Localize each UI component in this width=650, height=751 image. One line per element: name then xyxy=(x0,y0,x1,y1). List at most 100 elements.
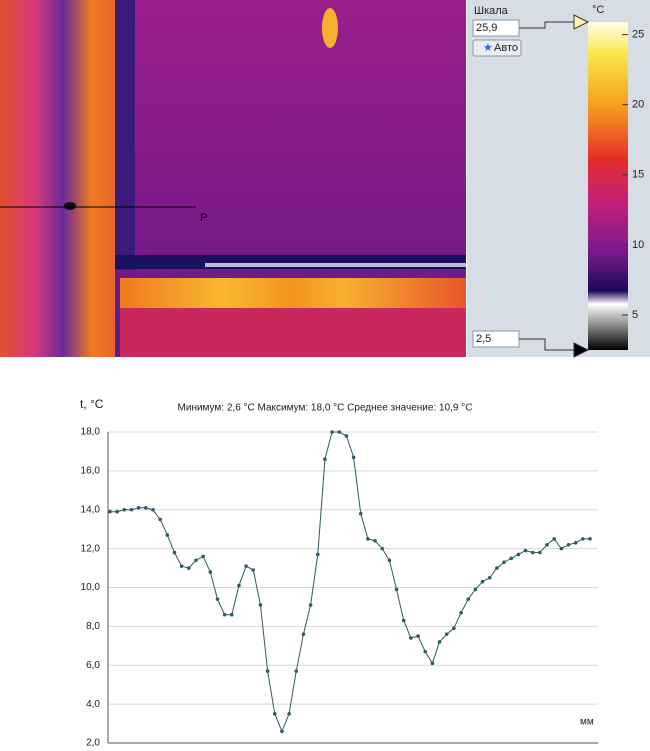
data-point xyxy=(409,636,413,640)
data-point xyxy=(215,597,220,601)
data-point xyxy=(194,558,198,563)
data-point xyxy=(573,540,578,545)
data-point xyxy=(258,603,263,607)
point-label: P xyxy=(200,212,207,224)
data-point xyxy=(430,661,435,666)
data-point xyxy=(144,506,148,510)
data-point xyxy=(179,564,184,568)
data-point xyxy=(129,507,134,512)
data-point xyxy=(473,587,478,592)
data-point xyxy=(380,546,385,551)
data-point xyxy=(122,507,127,512)
data-point xyxy=(523,548,528,553)
data-point xyxy=(158,517,162,522)
data-point xyxy=(265,669,270,673)
chart-subtitle: Минимум: 2,6 °C Максимум: 18,0 °C Средне… xyxy=(178,403,473,414)
data-point xyxy=(516,552,521,557)
data-point xyxy=(136,506,141,510)
data-point xyxy=(545,542,549,547)
data-point xyxy=(294,669,299,673)
colorbar-tick-label: 20 xyxy=(632,99,644,111)
y-tick-label: 10,0 xyxy=(81,582,101,593)
colorbar-tick-label: 25 xyxy=(632,29,644,41)
data-point xyxy=(552,537,556,541)
y-axis-label: t, °C xyxy=(80,397,104,411)
thermal-image xyxy=(0,0,466,357)
data-point xyxy=(351,455,356,460)
data-point xyxy=(280,729,284,734)
data-point xyxy=(337,430,342,434)
y-tick-label: 12,0 xyxy=(81,543,101,554)
data-point xyxy=(394,587,399,592)
data-point xyxy=(559,546,564,551)
data-point xyxy=(201,554,205,559)
colorbar-tick-label: 10 xyxy=(632,239,644,251)
y-tick-label: 14,0 xyxy=(81,504,101,515)
data-point xyxy=(387,558,392,563)
scale-arrow xyxy=(519,338,574,351)
data-point xyxy=(437,640,442,644)
data-point xyxy=(208,570,213,574)
scale-label: Шкала xyxy=(474,5,509,17)
data-point xyxy=(222,612,227,617)
data-point xyxy=(581,537,585,541)
scale-max-marker xyxy=(573,14,590,30)
y-tick-label: 16,0 xyxy=(81,466,101,477)
data-point xyxy=(459,610,463,615)
data-point xyxy=(323,457,327,462)
y-tick-label: 8,0 xyxy=(86,621,100,632)
data-point xyxy=(401,618,406,623)
data-point xyxy=(480,579,485,584)
data-point xyxy=(165,533,170,537)
data-point xyxy=(272,712,277,716)
data-point xyxy=(344,434,349,438)
data-point xyxy=(502,560,506,565)
data-point xyxy=(452,626,456,631)
data-point xyxy=(301,632,306,636)
colorbar xyxy=(588,22,628,350)
y-tick-label: 2,0 xyxy=(86,738,100,749)
data-point xyxy=(530,550,535,555)
y-tick-label: 4,0 xyxy=(86,699,100,710)
data-point xyxy=(509,556,513,561)
data-point xyxy=(444,632,449,636)
scale-min-value: 2,5 xyxy=(476,333,491,345)
auto-button[interactable] xyxy=(472,39,522,57)
data-point xyxy=(115,509,119,514)
data-point xyxy=(487,575,492,580)
data-point xyxy=(172,550,177,555)
colorbar-tick-label: 5 xyxy=(632,309,638,321)
data-point xyxy=(423,649,428,654)
scale-max-value: 25,9 xyxy=(476,22,497,34)
x-axis-label: мм xyxy=(580,717,594,728)
auto-icon: ★ xyxy=(483,42,493,54)
data-point xyxy=(588,537,592,541)
data-point xyxy=(366,537,370,541)
data-point xyxy=(315,552,320,557)
data-point xyxy=(308,603,313,607)
data-point xyxy=(229,612,234,617)
data-point xyxy=(358,511,363,516)
unit-label: °C xyxy=(592,4,604,16)
series-line xyxy=(110,431,590,733)
data-point xyxy=(251,568,256,572)
data-point xyxy=(373,539,377,543)
colorbar-tick-label: 15 xyxy=(632,169,644,181)
auto-button-label[interactable]: Авто xyxy=(494,42,518,54)
data-point xyxy=(108,509,112,514)
scale-arrow xyxy=(519,21,574,29)
data-point xyxy=(237,583,241,588)
data-point xyxy=(495,566,499,570)
data-point xyxy=(538,550,542,555)
data-point xyxy=(466,597,471,601)
data-point xyxy=(287,712,291,716)
data-point xyxy=(187,566,191,570)
y-tick-label: 6,0 xyxy=(86,660,100,671)
data-point xyxy=(416,634,420,638)
data-point xyxy=(151,507,155,512)
data-point xyxy=(330,430,334,434)
scale-min-marker xyxy=(573,342,590,358)
data-point xyxy=(566,542,571,547)
y-tick-label: 18,0 xyxy=(81,427,101,438)
